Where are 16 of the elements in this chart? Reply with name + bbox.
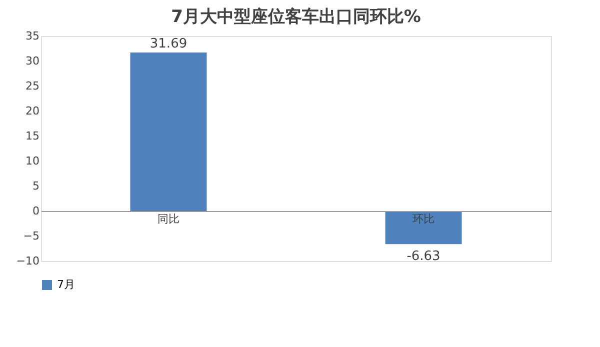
y-tick-label: −5 — [23, 230, 40, 242]
y-tick-label: 30 — [26, 54, 40, 68]
y-tick-label: 20 — [26, 104, 40, 118]
y-tick-label: 10 — [26, 154, 40, 168]
y-tick-label: 5 — [32, 180, 40, 192]
y-tick-label: 0 — [32, 204, 40, 218]
y-tick-label: 35 — [26, 30, 40, 42]
x-tick-label: 环比 — [412, 212, 434, 226]
data-label: 31.69 — [150, 36, 188, 52]
y-tick-label: −10 — [16, 254, 40, 268]
x-tick-label: 同比 — [158, 212, 180, 226]
data-label: -6.63 — [406, 249, 440, 264]
y-tick-label: 25 — [26, 80, 40, 92]
y-tick-label: 15 — [26, 130, 40, 142]
legend-label: 7月 — [57, 278, 75, 291]
chart-title: 7月大中型座位客车出口同环比% — [171, 7, 421, 27]
